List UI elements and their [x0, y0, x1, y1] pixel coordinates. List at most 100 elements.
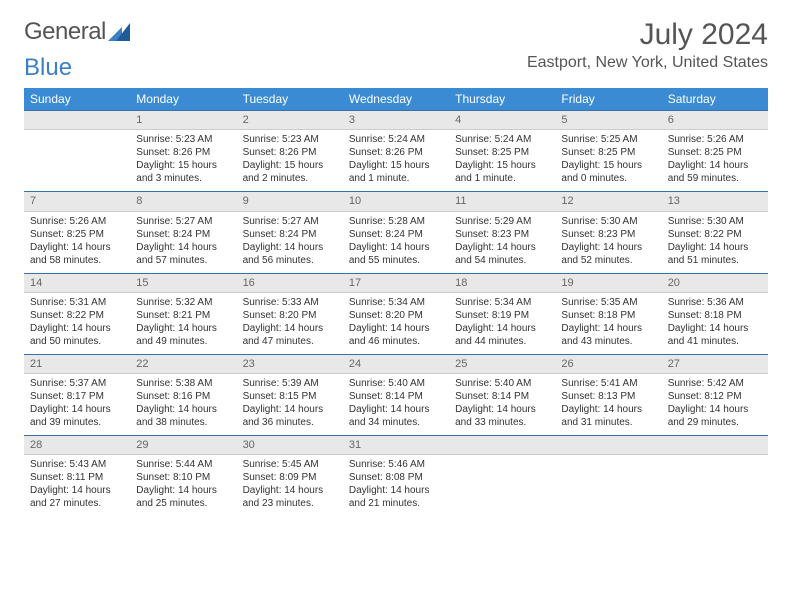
- day-number: 27: [662, 354, 768, 373]
- sunset-text: Sunset: 8:18 PM: [561, 309, 655, 322]
- day-cell: Sunrise: 5:23 AMSunset: 8:26 PMDaylight:…: [237, 130, 343, 192]
- sunrise-text: Sunrise: 5:41 AM: [561, 377, 655, 390]
- daylight-text: Daylight: 15 hours: [243, 159, 337, 172]
- day-number: 6: [662, 111, 768, 130]
- daylight-text-2: and 1 minute.: [349, 172, 443, 185]
- daylight-text: Daylight: 14 hours: [30, 484, 124, 497]
- sunrise-text: Sunrise: 5:45 AM: [243, 458, 337, 471]
- daynum-row: 14151617181920: [24, 273, 768, 292]
- daylight-text: Daylight: 14 hours: [243, 241, 337, 254]
- day-cell: Sunrise: 5:43 AMSunset: 8:11 PMDaylight:…: [24, 455, 130, 517]
- day-cell: Sunrise: 5:27 AMSunset: 8:24 PMDaylight:…: [237, 211, 343, 273]
- day-number: 29: [130, 436, 236, 455]
- sunrise-text: Sunrise: 5:39 AM: [243, 377, 337, 390]
- daylight-text-2: and 49 minutes.: [136, 335, 230, 348]
- sunrise-text: Sunrise: 5:30 AM: [561, 215, 655, 228]
- day-cell: Sunrise: 5:38 AMSunset: 8:16 PMDaylight:…: [130, 374, 236, 436]
- daylight-text-2: and 50 minutes.: [30, 335, 124, 348]
- daylight-text-2: and 21 minutes.: [349, 497, 443, 510]
- weekday-header: Sunday: [24, 88, 130, 111]
- content-row: Sunrise: 5:43 AMSunset: 8:11 PMDaylight:…: [24, 455, 768, 517]
- daylight-text: Daylight: 14 hours: [349, 484, 443, 497]
- daylight-text: Daylight: 14 hours: [561, 241, 655, 254]
- day-cell: Sunrise: 5:24 AMSunset: 8:25 PMDaylight:…: [449, 130, 555, 192]
- sunrise-text: Sunrise: 5:35 AM: [561, 296, 655, 309]
- daynum-row: 28293031: [24, 436, 768, 455]
- sunrise-text: Sunrise: 5:28 AM: [349, 215, 443, 228]
- daylight-text: Daylight: 14 hours: [243, 322, 337, 335]
- day-number: 13: [662, 192, 768, 211]
- logo-text-2: Blue: [24, 54, 768, 82]
- daylight-text: Daylight: 15 hours: [561, 159, 655, 172]
- day-number: 22: [130, 354, 236, 373]
- daylight-text: Daylight: 14 hours: [30, 322, 124, 335]
- sunset-text: Sunset: 8:26 PM: [349, 146, 443, 159]
- daylight-text-2: and 59 minutes.: [668, 172, 762, 185]
- day-number: 12: [555, 192, 661, 211]
- daylight-text: Daylight: 14 hours: [668, 241, 762, 254]
- weekday-header: Tuesday: [237, 88, 343, 111]
- day-cell: Sunrise: 5:44 AMSunset: 8:10 PMDaylight:…: [130, 455, 236, 517]
- day-cell: [449, 455, 555, 517]
- sunrise-text: Sunrise: 5:44 AM: [136, 458, 230, 471]
- daylight-text-2: and 54 minutes.: [455, 254, 549, 267]
- day-cell: Sunrise: 5:30 AMSunset: 8:23 PMDaylight:…: [555, 211, 661, 273]
- sunrise-text: Sunrise: 5:43 AM: [30, 458, 124, 471]
- sunrise-text: Sunrise: 5:29 AM: [455, 215, 549, 228]
- day-number: 19: [555, 273, 661, 292]
- sunset-text: Sunset: 8:24 PM: [349, 228, 443, 241]
- daynum-row: 21222324252627: [24, 354, 768, 373]
- day-number: [555, 436, 661, 455]
- sunrise-text: Sunrise: 5:46 AM: [349, 458, 443, 471]
- day-number: 14: [24, 273, 130, 292]
- sunrise-text: Sunrise: 5:42 AM: [668, 377, 762, 390]
- day-number: 2: [237, 111, 343, 130]
- weekday-header: Wednesday: [343, 88, 449, 111]
- day-number: [24, 111, 130, 130]
- day-number: [449, 436, 555, 455]
- sunset-text: Sunset: 8:20 PM: [243, 309, 337, 322]
- daylight-text: Daylight: 14 hours: [136, 403, 230, 416]
- daylight-text: Daylight: 14 hours: [349, 322, 443, 335]
- logo: General: [24, 18, 132, 46]
- daylight-text: Daylight: 14 hours: [455, 241, 549, 254]
- day-cell: Sunrise: 5:36 AMSunset: 8:18 PMDaylight:…: [662, 292, 768, 354]
- sunrise-text: Sunrise: 5:23 AM: [136, 133, 230, 146]
- weekday-header: Saturday: [662, 88, 768, 111]
- calendar-table: Sunday Monday Tuesday Wednesday Thursday…: [24, 88, 768, 517]
- daylight-text-2: and 23 minutes.: [243, 497, 337, 510]
- daynum-row: 78910111213: [24, 192, 768, 211]
- day-cell: Sunrise: 5:25 AMSunset: 8:25 PMDaylight:…: [555, 130, 661, 192]
- day-cell: Sunrise: 5:34 AMSunset: 8:19 PMDaylight:…: [449, 292, 555, 354]
- sunrise-text: Sunrise: 5:25 AM: [561, 133, 655, 146]
- day-cell: Sunrise: 5:30 AMSunset: 8:22 PMDaylight:…: [662, 211, 768, 273]
- day-number: 28: [24, 436, 130, 455]
- logo-icon: [108, 23, 130, 41]
- sunrise-text: Sunrise: 5:36 AM: [668, 296, 762, 309]
- sunset-text: Sunset: 8:14 PM: [349, 390, 443, 403]
- sunrise-text: Sunrise: 5:38 AM: [136, 377, 230, 390]
- sunset-text: Sunset: 8:10 PM: [136, 471, 230, 484]
- sunrise-text: Sunrise: 5:37 AM: [30, 377, 124, 390]
- weekday-header-row: Sunday Monday Tuesday Wednesday Thursday…: [24, 88, 768, 111]
- sunset-text: Sunset: 8:11 PM: [30, 471, 124, 484]
- sunset-text: Sunset: 8:24 PM: [136, 228, 230, 241]
- day-number: 15: [130, 273, 236, 292]
- day-number: 20: [662, 273, 768, 292]
- day-number: 9: [237, 192, 343, 211]
- day-number: [662, 436, 768, 455]
- day-cell: Sunrise: 5:24 AMSunset: 8:26 PMDaylight:…: [343, 130, 449, 192]
- sunset-text: Sunset: 8:21 PM: [136, 309, 230, 322]
- day-cell: Sunrise: 5:39 AMSunset: 8:15 PMDaylight:…: [237, 374, 343, 436]
- sunrise-text: Sunrise: 5:32 AM: [136, 296, 230, 309]
- sunrise-text: Sunrise: 5:40 AM: [349, 377, 443, 390]
- daylight-text: Daylight: 14 hours: [136, 241, 230, 254]
- day-cell: Sunrise: 5:46 AMSunset: 8:08 PMDaylight:…: [343, 455, 449, 517]
- sunset-text: Sunset: 8:25 PM: [455, 146, 549, 159]
- daylight-text-2: and 31 minutes.: [561, 416, 655, 429]
- sunrise-text: Sunrise: 5:31 AM: [30, 296, 124, 309]
- daylight-text: Daylight: 15 hours: [455, 159, 549, 172]
- daylight-text-2: and 44 minutes.: [455, 335, 549, 348]
- sunset-text: Sunset: 8:08 PM: [349, 471, 443, 484]
- sunset-text: Sunset: 8:19 PM: [455, 309, 549, 322]
